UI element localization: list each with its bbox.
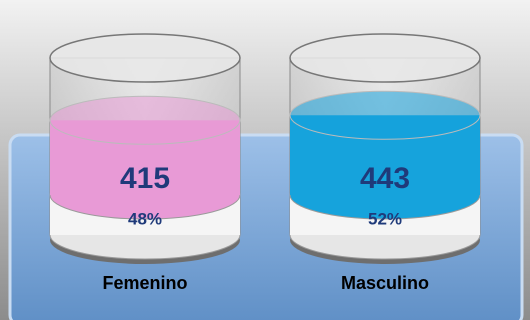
cylinder-top xyxy=(49,33,241,83)
liquid-top xyxy=(289,90,481,140)
liquid-top xyxy=(49,95,241,145)
cylinder-top xyxy=(289,33,481,83)
category-label: Masculino xyxy=(341,273,429,293)
category-label: Femenino xyxy=(102,273,187,293)
value-label: 415 xyxy=(120,162,170,195)
share-label: 52% xyxy=(368,209,402,228)
share-label: 48% xyxy=(128,209,162,228)
value-label: 443 xyxy=(360,162,410,195)
